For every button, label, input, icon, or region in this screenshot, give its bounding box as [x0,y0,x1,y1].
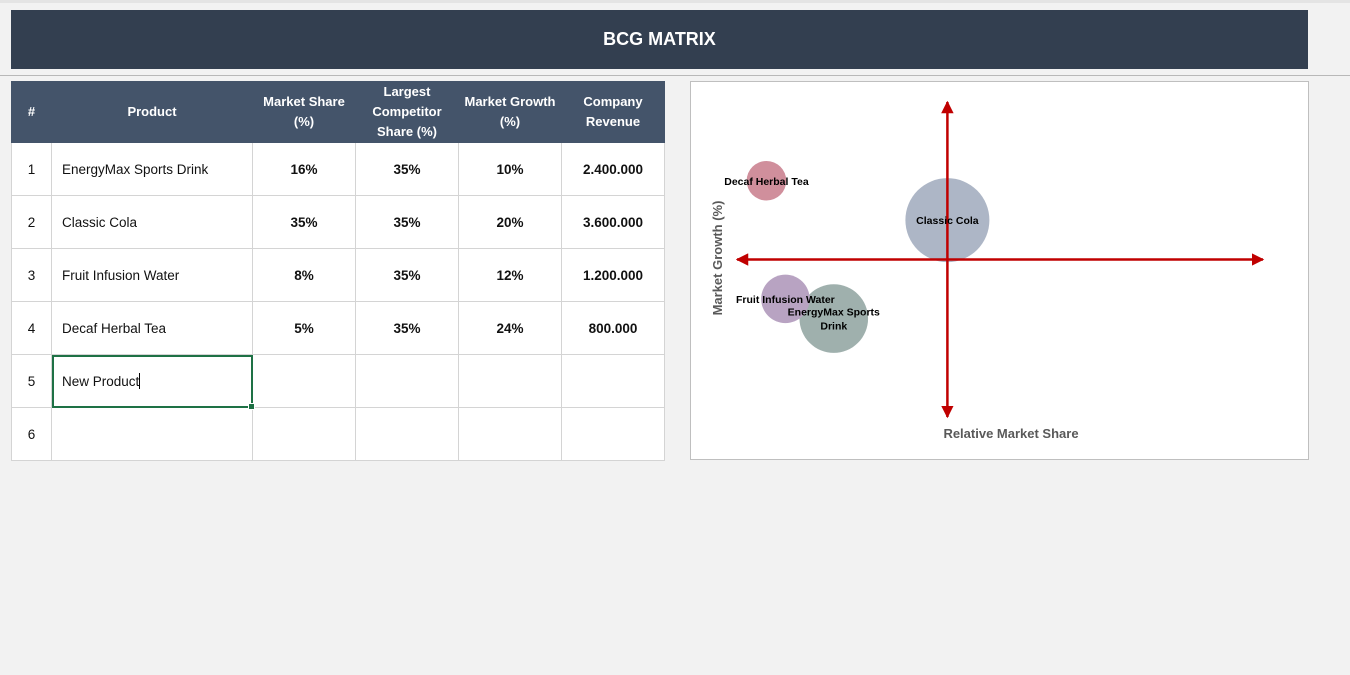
row-number-text: 3 [27,267,36,283]
table-row: 6 [11,407,665,461]
bubble-label-classic-cola: Classic Cola [916,215,979,227]
bubble-fruit-infusion-water[interactable] [761,274,810,324]
row-number-text: 4 [27,320,36,336]
market-share-cell-text: 35% [290,214,318,230]
market-growth-cell-text: 20% [496,214,524,230]
product-name-cell-text: Classic Cola [62,214,138,230]
market-share-cell-text: 8% [294,267,314,283]
market-growth-cell-text: 24% [496,320,524,336]
market-share-cell-text: 16% [290,161,318,177]
column-header-market-share[interactable]: Market Share (%) [252,81,356,143]
table-row: 2 Classic Cola 35% 35% 20% 3.600.000 [11,195,665,249]
competitor-share-cell-text: 35% [393,161,421,177]
market-growth-cell[interactable]: 10% [458,142,562,196]
market-share-cell[interactable]: 5% [252,301,356,355]
table-row: 5 New Product [11,354,665,410]
revenue-cell-text: 3.600.000 [582,214,644,230]
market-growth-cell[interactable] [458,354,562,408]
table-header-row: # Product Market Share (%) Largest Compe… [11,81,665,143]
column-header-product[interactable]: Product [51,81,253,143]
header-divider [0,75,1350,76]
row-number: 3 [11,248,52,302]
column-header-number[interactable]: # [11,81,52,143]
product-name-cell-text: New Product [62,374,140,389]
table-row: 1 EnergyMax Sports Drink 16% 35% 10% 2.400.00… [11,142,665,196]
revenue-cell[interactable]: 3.600.000 [561,195,665,249]
market-share-cell[interactable]: 16% [252,142,356,196]
bubble-decaf-herbal-tea[interactable] [746,160,787,201]
product-name-cell[interactable]: Decaf Herbal Tea [51,301,253,355]
revenue-cell-text: 2.400.000 [582,161,644,177]
column-header-competitor-share[interactable]: Largest Competitor Share (%) [355,81,459,143]
competitor-share-cell[interactable]: 35% [355,142,459,196]
bcg-chart[interactable]: EnergyMax Sports Drink Classic Cola Fruit I… [690,81,1309,460]
table-row: 4 Decaf Herbal Tea 5% 35% 24% 800.000 [11,301,665,355]
bubble-label-energymax-sports-drink: EnergyMax Sports Drink [788,307,880,333]
row-number-text: 5 [27,373,36,389]
row-number: 2 [11,195,52,249]
market-share-cell[interactable]: 35% [252,195,356,249]
row-number-text: 1 [27,161,36,177]
revenue-cell[interactable]: 2.400.000 [561,142,665,196]
text-cursor [139,373,141,389]
bubble-label-decaf-herbal-tea: Decaf Herbal Tea [724,176,809,188]
product-name-cell-text: Decaf Herbal Tea [62,320,167,336]
y-axis-title: Market Growth (%) [710,201,725,316]
revenue-cell[interactable]: 1.200.000 [561,248,665,302]
competitor-share-cell-text: 35% [393,320,421,336]
row-number: 5 [11,354,52,408]
competitor-share-cell-text: 35% [393,267,421,283]
table-row: 3 Fruit Infusion Water 8% 35% 12% 1.200.000 [11,248,665,302]
page-title: BCG MATRIX [11,10,1308,69]
product-name-cell-text: EnergyMax Sports Drink [62,161,209,177]
row-number: 4 [11,301,52,355]
column-header-market-growth[interactable]: Market Growth (%) [458,81,562,143]
market-growth-cell-text: 12% [496,267,524,283]
competitor-share-cell[interactable] [355,407,459,461]
product-name-cell[interactable] [51,407,253,461]
market-growth-cell-text: 10% [496,161,524,177]
row-number: 6 [11,407,52,461]
row-number: 1 [11,142,52,196]
market-share-cell[interactable] [252,407,356,461]
competitor-share-cell[interactable]: 35% [355,301,459,355]
revenue-cell-text: 800.000 [588,320,638,336]
row-number-text: 2 [27,214,36,230]
market-share-cell-text: 5% [294,320,314,336]
competitor-share-cell-text: 35% [393,214,421,230]
market-growth-cell[interactable]: 12% [458,248,562,302]
ribbon-edge [0,0,1350,3]
market-share-cell[interactable] [252,354,356,408]
product-table: # Product Market Share (%) Largest Compe… [11,81,665,461]
market-growth-cell[interactable]: 20% [458,195,562,249]
market-share-cell[interactable]: 8% [252,248,356,302]
product-name-cell[interactable]: EnergyMax Sports Drink [51,142,253,196]
revenue-cell[interactable]: 800.000 [561,301,665,355]
competitor-share-cell[interactable] [355,354,459,408]
bcg-chart-svg: EnergyMax Sports Drink Classic Cola Fruit I… [710,100,1265,441]
bubble-label-fruit-infusion-water: Fruit Infusion Water [736,294,835,306]
row-number-text: 6 [27,426,36,442]
fill-handle[interactable] [248,403,255,410]
revenue-cell[interactable] [561,354,665,408]
competitor-share-cell[interactable]: 35% [355,248,459,302]
bubble-energymax-sports-drink[interactable] [799,284,869,353]
product-name-cell[interactable]: Fruit Infusion Water [51,248,253,302]
revenue-cell[interactable] [561,407,665,461]
competitor-share-cell[interactable]: 35% [355,195,459,249]
product-name-cell-text: Fruit Infusion Water [62,267,180,283]
product-name-cell[interactable]: Classic Cola [51,195,253,249]
column-header-revenue[interactable]: Company Revenue [561,81,665,143]
x-axis-title: Relative Market Share [943,426,1078,441]
revenue-cell-text: 1.200.000 [582,267,644,283]
active-cell-editor[interactable]: New Product [51,354,255,410]
market-growth-cell[interactable] [458,407,562,461]
market-growth-cell[interactable]: 24% [458,301,562,355]
